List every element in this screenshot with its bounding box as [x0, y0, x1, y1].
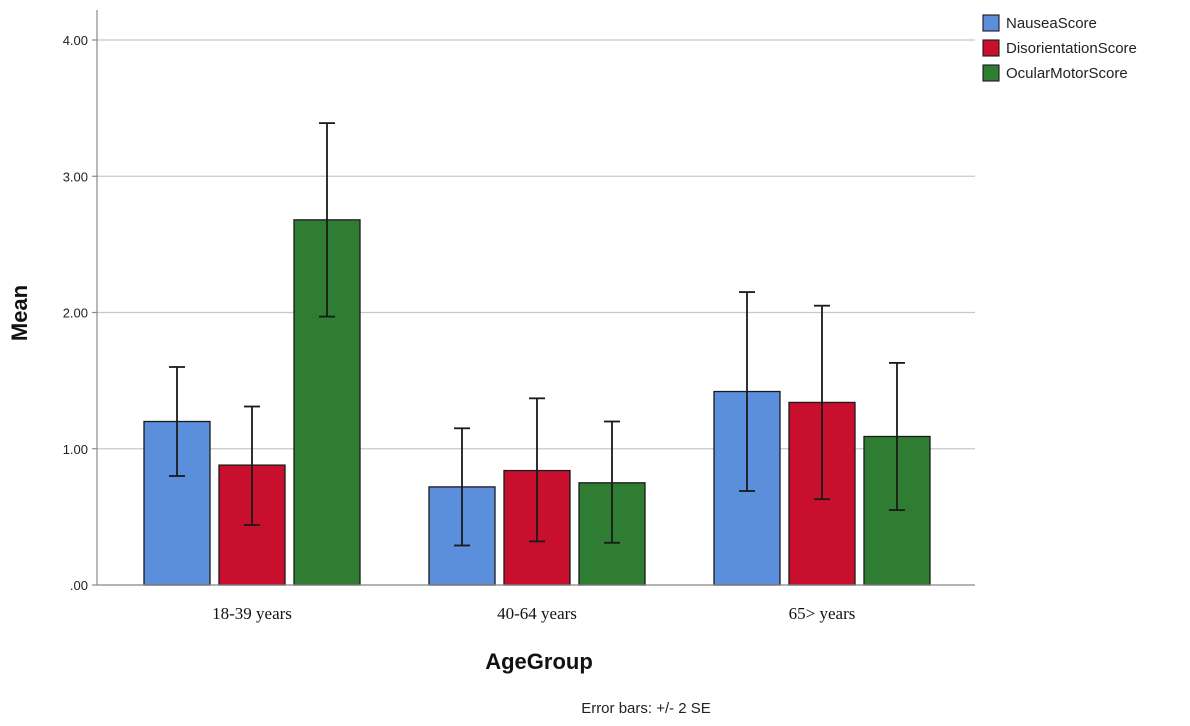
legend-label: NauseaScore [1006, 15, 1097, 32]
x-axis-title: AgeGroup [485, 649, 593, 674]
legend-swatch [982, 64, 1000, 82]
legend-label: DisorientationScore [1006, 40, 1137, 57]
x-tick-label: 18-39 years [212, 604, 292, 623]
y-tick-label: 3.00 [63, 169, 88, 184]
error-bars-note: Error bars: +/- 2 SE [581, 700, 711, 717]
legend: NauseaScore DisorientationScore OcularMoto… [982, 14, 1137, 82]
y-tick-label: 2.00 [63, 306, 88, 321]
y-axis-title: Mean [7, 285, 32, 341]
gridlines [97, 39, 975, 450]
error-bars [169, 122, 905, 547]
x-tick-label: 65> years [789, 604, 856, 623]
y-tick-label: 4.00 [63, 33, 88, 48]
axes [96, 10, 975, 586]
legend-label: OcularMotorScore [1006, 65, 1128, 82]
x-tick-label: 40-64 years [497, 604, 577, 623]
legend-swatch [982, 14, 1000, 32]
x-tick-labels: 18-39 years 40-64 years 65> years [212, 604, 855, 623]
y-tick-label: .00 [70, 578, 88, 593]
y-tick-labels: .00 1.00 2.00 3.00 4.00 [63, 33, 97, 593]
legend-swatch [982, 39, 1000, 57]
y-tick-label: 1.00 [63, 442, 88, 457]
